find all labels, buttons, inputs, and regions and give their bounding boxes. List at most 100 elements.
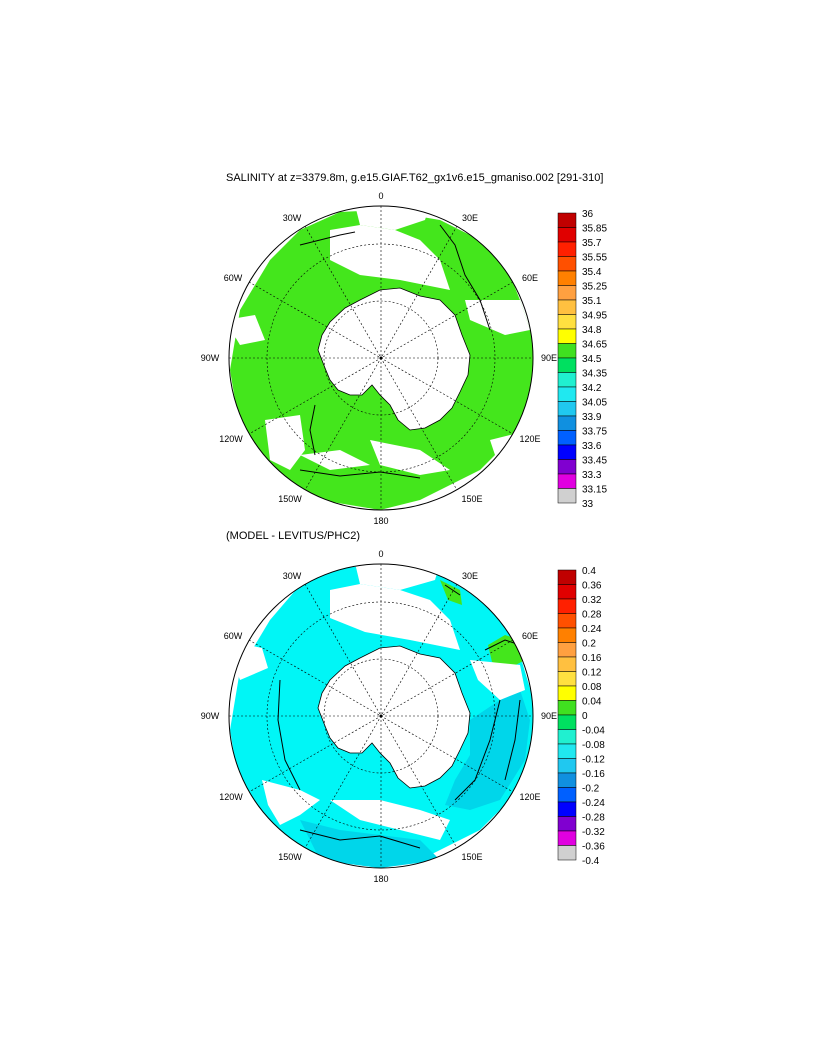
lon-label-90e: 90E xyxy=(541,711,557,721)
difference-colorbar-swatch xyxy=(557,729,577,745)
salinity-colorbar: 36 35.85 35.7 35.55 35.4 35.25 35.1 34.95 34.8 34… xyxy=(557,209,607,510)
difference-map-panel: 0 30E 60E 90E 120E 150E 180 150W 120W 90… xyxy=(201,549,605,884)
antarctica-landmass xyxy=(317,287,471,431)
difference-colorbar-swatch xyxy=(557,598,577,614)
difference-colorbar-swatch xyxy=(557,743,577,759)
lon-label-0: 0 xyxy=(378,191,383,201)
difference-field-negative xyxy=(300,690,530,868)
salinity-colorbar-tick-label: 34.35 xyxy=(582,369,607,380)
difference-colorbar-tick-label: 0.28 xyxy=(582,610,602,621)
difference-colorbar-tick-label: 0.24 xyxy=(582,624,602,635)
difference-colorbar-tick-label: -0.04 xyxy=(582,726,605,737)
salinity-colorbar-tick-label: 33.6 xyxy=(582,441,602,452)
salinity-colorbar-tick-label: 34.2 xyxy=(582,383,602,394)
lon-label-30e: 30E xyxy=(462,571,478,581)
difference-colorbar-swatch xyxy=(557,714,577,730)
difference-colorbar-swatch xyxy=(557,569,577,585)
difference-colorbar-tick-label: 0.16 xyxy=(582,653,602,664)
difference-colorbar-swatch xyxy=(557,627,577,643)
salinity-map-panel: 0 30E 60E 90E 120E 150E 180 150W 120W 90… xyxy=(201,191,608,526)
salinity-colorbar-tick-label: 35.25 xyxy=(582,282,607,293)
lon-label-150e: 150E xyxy=(461,494,482,504)
salinity-colorbar-tick-label: 35.55 xyxy=(582,253,607,264)
salinity-colorbar-tick-label: 34.8 xyxy=(582,325,602,336)
lon-label-150w: 150W xyxy=(278,494,302,504)
salinity-colorbar-tick-label: 35.1 xyxy=(582,296,602,307)
difference-colorbar-swatch xyxy=(557,685,577,701)
difference-colorbar-tick-label: -0.2 xyxy=(582,784,600,795)
salinity-colorbar-tick-label: 34.95 xyxy=(582,311,607,322)
difference-colorbar-tick-label: -0.08 xyxy=(582,740,605,751)
salinity-colorbar-tick-label: 33 xyxy=(582,499,594,510)
difference-colorbar-swatch xyxy=(557,671,577,687)
lon-label-90w: 90W xyxy=(201,353,220,363)
lon-label-60w: 60W xyxy=(224,631,243,641)
salinity-colorbar-tick-label: 36 xyxy=(582,209,594,220)
difference-colorbar-swatch xyxy=(557,830,577,846)
difference-colorbar-swatch xyxy=(557,700,577,716)
difference-colorbar-tick-label: -0.16 xyxy=(582,769,605,780)
salinity-colorbar-tick-label: 33.45 xyxy=(582,456,607,467)
difference-colorbar-tick-label: 0.08 xyxy=(582,682,602,693)
lon-label-120w: 120W xyxy=(219,792,243,802)
salinity-colorbar-tick-label: 35.7 xyxy=(582,238,602,249)
lon-label-90e: 90E xyxy=(541,353,557,363)
lon-label-180: 180 xyxy=(373,516,388,526)
difference-colorbar-swatch xyxy=(557,772,577,788)
difference-colorbar-tick-label: -0.4 xyxy=(582,856,600,867)
lon-label-90w: 90W xyxy=(201,711,220,721)
lon-label-150w: 150W xyxy=(278,852,302,862)
lon-label-60e: 60E xyxy=(522,273,538,283)
difference-colorbar-tick-label: -0.12 xyxy=(582,755,605,766)
difference-colorbar-tick-label: 0.04 xyxy=(582,697,602,708)
difference-colorbar-tick-label: 0.2 xyxy=(582,639,596,650)
difference-colorbar-tick-label: 0.12 xyxy=(582,668,602,679)
antarctica-landmass xyxy=(317,645,471,789)
salinity-colorbar-swatch xyxy=(557,488,577,504)
difference-colorbar-swatch xyxy=(557,801,577,817)
difference-title: (MODEL - LEVITUS/PHC2) xyxy=(226,530,361,542)
south-pole-marker xyxy=(379,714,383,718)
difference-colorbar-swatch xyxy=(557,758,577,774)
salinity-colorbar-tick-label: 34.05 xyxy=(582,398,607,409)
map-title: SALINITY at z=3379.8m, g.e15.GIAF.T62_gx… xyxy=(226,172,604,184)
salinity-colorbar-tick-label: 35.4 xyxy=(582,267,602,278)
lon-label-0: 0 xyxy=(378,549,383,559)
difference-colorbar-tick-label: 0.36 xyxy=(582,581,602,592)
difference-colorbar: 0.4 0.36 0.32 0.28 0.24 0.2 0.16 0.12 0.08 0.04 0 -… xyxy=(557,566,605,867)
lon-label-60w: 60W xyxy=(224,273,243,283)
difference-colorbar-tick-label: -0.32 xyxy=(582,827,605,838)
difference-colorbar-swatch xyxy=(557,787,577,803)
difference-colorbar-tick-label: 0 xyxy=(582,711,588,722)
lon-label-150e: 150E xyxy=(461,852,482,862)
salinity-colorbar-tick-label: 33.9 xyxy=(582,412,602,423)
lon-label-120e: 120E xyxy=(519,434,540,444)
lon-label-30w: 30W xyxy=(283,571,302,581)
difference-colorbar-swatch xyxy=(557,613,577,629)
difference-field xyxy=(229,564,533,868)
map-border xyxy=(228,563,534,869)
salinity-colorbar-tick-label: 33.3 xyxy=(582,470,602,481)
difference-colorbar-tick-label: -0.36 xyxy=(582,842,605,853)
difference-colorbar-tick-label: 0.4 xyxy=(582,566,596,577)
longitude-labels: 0 30E 60E 90E 120E 150E 180 150W 120W 90… xyxy=(201,549,557,884)
salinity-field xyxy=(229,206,533,510)
salinity-colorbar-tick-label: 34.65 xyxy=(582,340,607,351)
difference-colorbar-swatch xyxy=(557,656,577,672)
no-data-gaps xyxy=(229,564,525,840)
longitude-labels: 0 30E 60E 90E 120E 150E 180 150W 120W 90… xyxy=(201,191,557,526)
lon-label-60e: 60E xyxy=(522,631,538,641)
difference-colorbar-swatch xyxy=(557,642,577,658)
lon-label-120w: 120W xyxy=(219,434,243,444)
salinity-colorbar-tick-label: 33.75 xyxy=(582,427,607,438)
contour-lines xyxy=(299,224,491,479)
lon-label-30w: 30W xyxy=(283,213,302,223)
salinity-colorbar-tick-label: 35.85 xyxy=(582,224,607,235)
map-border xyxy=(228,205,534,511)
difference-colorbar-tick-label: -0.24 xyxy=(582,798,605,809)
difference-colorbar-swatch xyxy=(557,845,577,861)
lon-label-30e: 30E xyxy=(462,213,478,223)
lon-label-120e: 120E xyxy=(519,792,540,802)
difference-colorbar-swatch xyxy=(557,816,577,832)
south-pole-marker xyxy=(379,356,383,360)
